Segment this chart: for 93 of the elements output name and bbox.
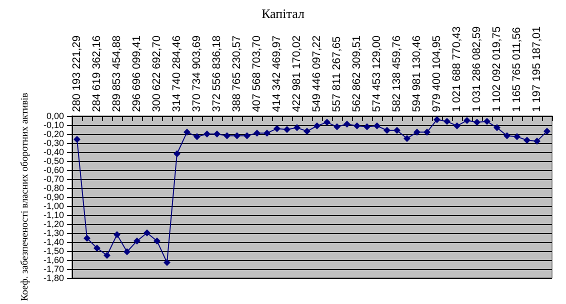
x-tick-label: 549 446 097,22	[311, 36, 323, 112]
y-tick-label: -1,30	[43, 228, 64, 238]
x-tick-label: 284 619 362,16	[91, 36, 103, 112]
x-tick-label: 557 811 267,65	[331, 36, 343, 112]
point	[144, 229, 150, 236]
x-tick-label: 1 021 688 770,43	[451, 26, 463, 112]
x-tick-label: 979 400 104,95	[431, 36, 443, 112]
point	[354, 122, 360, 130]
point	[114, 231, 120, 238]
point	[474, 118, 480, 126]
y-tick-label: 0,00	[46, 111, 64, 121]
point	[304, 128, 310, 135]
y-tick-label: -0,50	[43, 156, 64, 166]
point	[324, 118, 330, 126]
point	[184, 128, 190, 136]
point	[164, 259, 170, 266]
point	[424, 128, 430, 136]
y-tick-label: -0,10	[43, 120, 64, 130]
x-tick-label: 582 138 459,76	[391, 36, 403, 112]
point	[134, 237, 140, 244]
x-tick-label: 1 102 092 019,75	[491, 26, 503, 112]
point	[364, 123, 370, 130]
y-tick-label: -0,80	[43, 182, 64, 193]
point	[394, 126, 400, 134]
point	[384, 126, 390, 134]
y-tick-label: -0,30	[43, 138, 64, 148]
chart-title: Капітал	[262, 6, 305, 21]
y-tick-label: -1,20	[43, 218, 64, 229]
y-tick-label: -0,90	[43, 192, 64, 202]
point	[534, 138, 540, 145]
x-tick-label: 370 734 903,69	[191, 36, 203, 112]
point	[544, 128, 550, 135]
point	[84, 234, 90, 242]
y-tick-label: -1,00	[43, 200, 64, 211]
point	[154, 237, 160, 244]
point	[224, 132, 230, 140]
point	[524, 136, 530, 144]
point	[434, 116, 440, 124]
point	[284, 126, 290, 133]
point	[454, 122, 460, 130]
x-tick-label: 289 853 454,88	[111, 36, 123, 112]
point	[504, 132, 510, 140]
point	[214, 130, 220, 138]
point	[484, 118, 490, 125]
x-tick-label: 388 765 230,57	[231, 36, 243, 112]
y-axis-title: Коеф. забезпеченості власних оборотних активів	[20, 92, 30, 301]
x-tick-label: 407 568 703,70	[251, 36, 263, 112]
x-tick-label: 594 981 130,46	[411, 36, 423, 112]
point	[314, 122, 320, 130]
y-tick-label: -0,40	[43, 146, 64, 157]
point	[94, 244, 100, 252]
x-tick-label: 574 453 129,00	[371, 36, 383, 112]
point	[254, 130, 260, 137]
x-tick-label: 1 031 286 082,59	[471, 26, 483, 112]
point	[344, 120, 350, 128]
x-tick-label: 296 696 099,41	[131, 36, 143, 112]
y-tick-label: -0,70	[43, 174, 64, 184]
point	[464, 116, 470, 124]
x-tick-label: 1 165 765 011,56	[511, 27, 523, 112]
y-tick-label: -1,40	[43, 236, 64, 247]
x-tick-label: 300 622 692,70	[151, 36, 163, 112]
y-tick-label: -0,60	[43, 164, 64, 175]
y-tick-label: -1,80	[43, 272, 64, 283]
point	[404, 134, 410, 142]
y-tick-label: -1,50	[43, 246, 64, 256]
point	[334, 123, 340, 130]
point	[294, 124, 300, 132]
point	[494, 124, 500, 132]
point	[244, 132, 250, 140]
y-tick-label: -1,60	[43, 254, 64, 265]
y-tick-label: -1,70	[43, 264, 64, 274]
y-tick-label: -0,20	[43, 128, 64, 139]
point	[234, 132, 240, 140]
point	[104, 252, 110, 259]
point	[194, 133, 200, 140]
point	[274, 125, 280, 132]
point	[414, 128, 420, 136]
x-tick-label: 562 862 309,51	[351, 36, 363, 112]
x-tick-label: 372 556 836,18	[211, 36, 223, 112]
x-tick-label: 280 193 221,29	[71, 36, 83, 112]
x-tick-label: 314 740 284,46	[171, 36, 183, 112]
point	[124, 248, 130, 256]
x-tick-label: 1 197 195 187,01	[531, 26, 543, 112]
x-tick-label: 422 981 170,02	[291, 36, 303, 112]
y-tick-label: -1,10	[43, 210, 64, 220]
point	[514, 133, 520, 140]
point	[174, 150, 180, 158]
x-tick-label: 414 342 469,97	[271, 36, 283, 112]
point	[374, 122, 380, 130]
point	[204, 130, 210, 138]
point	[444, 118, 450, 125]
point	[264, 130, 270, 137]
point	[74, 136, 80, 143]
